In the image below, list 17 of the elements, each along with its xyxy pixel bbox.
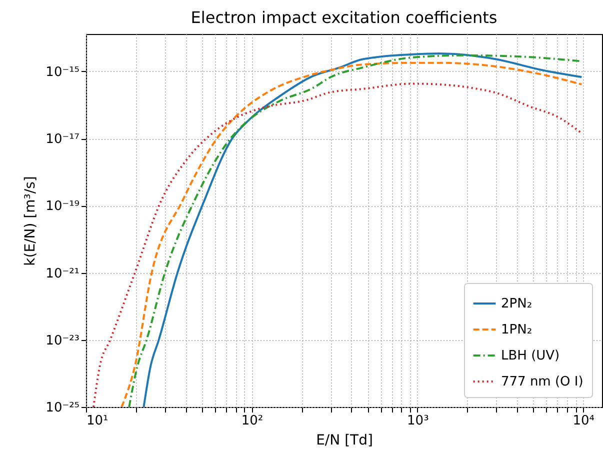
- y-axis-title: k(E/N) [m³/s]: [22, 176, 39, 266]
- x-tick-label: 10⁴: [572, 414, 594, 428]
- x-tick-label: 10²: [241, 414, 264, 428]
- y-tick-label: 10⁻¹⁵: [46, 64, 80, 80]
- x-tick-label: 10¹: [86, 414, 108, 428]
- legend-label: 1PN₂: [501, 322, 532, 338]
- y-tick-label: 10⁻¹⁷: [46, 132, 80, 148]
- y-tick-label: 10⁻²³: [46, 333, 80, 348]
- y-tick-label: 10⁻¹⁹: [46, 199, 80, 214]
- legend-label: 2PN₂: [501, 296, 532, 312]
- x-axis-title: E/N [Td]: [316, 432, 373, 448]
- y-tick-label: 10⁻²¹: [46, 266, 80, 282]
- legend-label: LBH (UV): [501, 348, 560, 364]
- y-tick-label: 10⁻²⁵: [46, 400, 80, 416]
- chart-title: Electron impact excitation coefficients: [190, 8, 498, 27]
- legend-label: 777 nm (O I): [501, 374, 584, 390]
- x-tick-label: 10³: [407, 414, 429, 428]
